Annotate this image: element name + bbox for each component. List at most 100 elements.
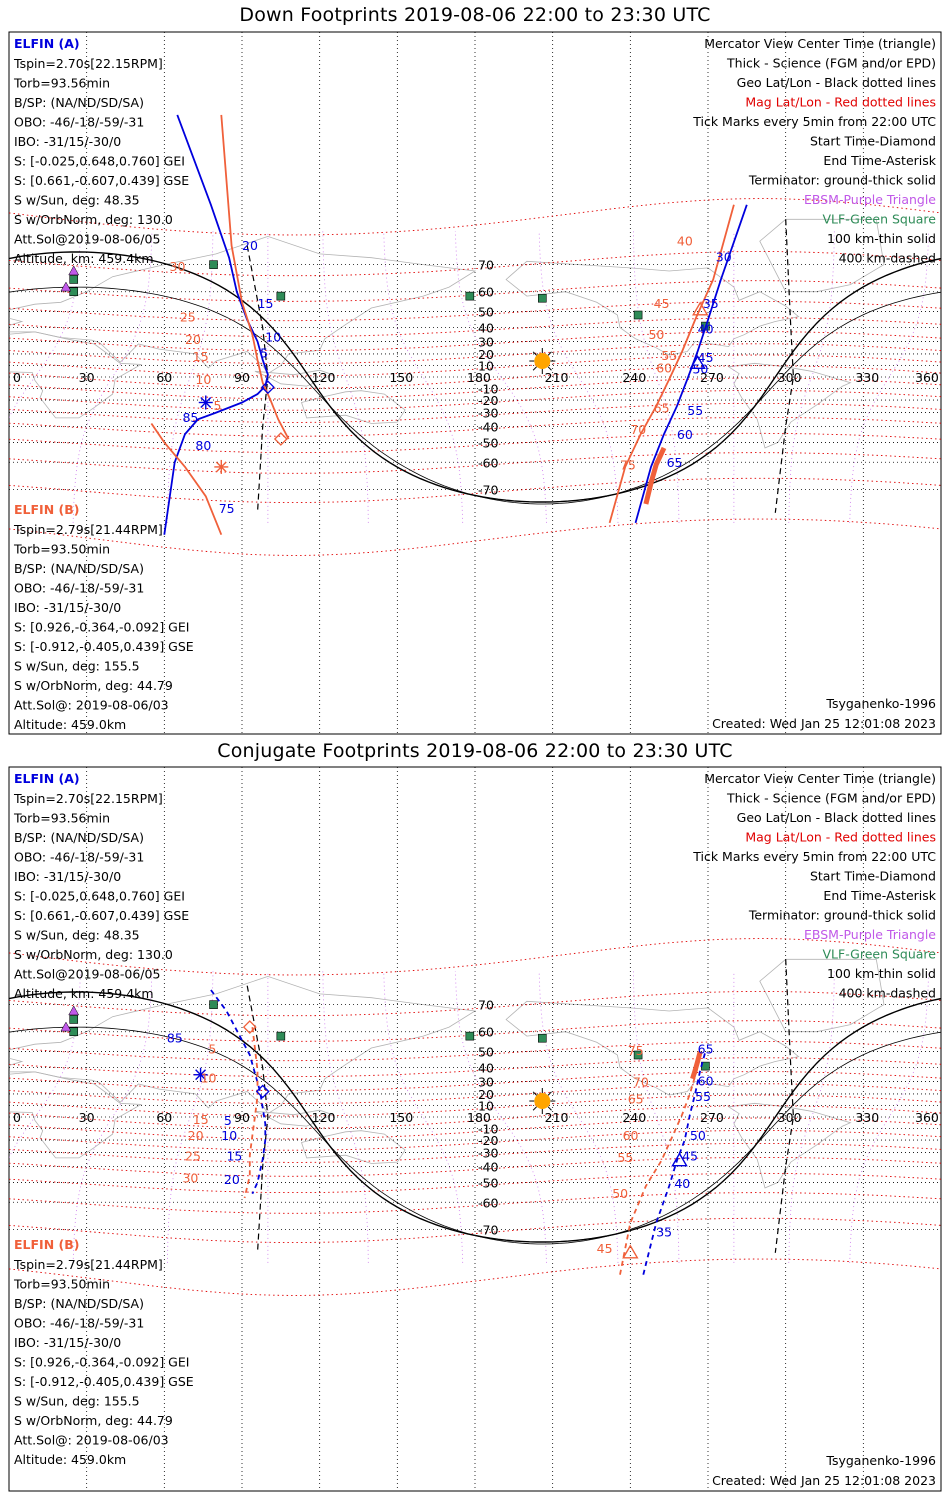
x-tick-label: 300	[778, 370, 802, 385]
elfin-b-info-line: Tspin=2.79s[21.44RPM]	[13, 522, 163, 537]
track-minute-label: 15	[258, 296, 274, 311]
track-minute-label: 25	[185, 1149, 201, 1164]
elfin-a-info-line: Att.Sol@2019-08-06/05	[14, 232, 160, 247]
elfin-b-track	[608, 204, 735, 524]
y-tick-label: 30	[478, 334, 494, 349]
y-tick-label: -40	[478, 419, 498, 434]
elfin-b-track	[243, 1026, 259, 1199]
elfin-a-track	[634, 204, 748, 524]
terminator-400km-right	[774, 219, 795, 513]
mag-grid	[9, 938, 941, 1296]
model-name: Tsyganenko-1996	[825, 1453, 936, 1468]
elfin-b-info-line: Torb=93.50min	[13, 542, 110, 557]
track-minute-label: 75	[219, 501, 235, 516]
track-minute-label: 10	[221, 1128, 237, 1143]
x-tick-label: 150	[389, 370, 413, 385]
landmass-2	[9, 1071, 143, 1159]
legend-entry: Mercator View Center Time (triangle)	[704, 771, 936, 786]
landmass-5	[727, 1102, 852, 1189]
y-tick-label: -60	[478, 455, 498, 470]
start-diamond-marker	[242, 1020, 257, 1034]
y-tick-label: 20	[478, 347, 494, 362]
track-minute-label: 60	[698, 1073, 714, 1088]
sun-disc	[534, 353, 551, 370]
mag-meridian	[9, 971, 81, 1159]
sun-icon	[529, 1088, 556, 1115]
landmass-7	[254, 1109, 334, 1127]
legend-entry: 100 km-thin solid	[827, 231, 936, 246]
y-tick-label: 10	[478, 359, 494, 374]
terminator-400km-right	[774, 959, 795, 1253]
sun-icon	[529, 348, 556, 375]
elfin-a-track	[210, 989, 267, 1195]
asterisk-stroke	[215, 461, 227, 473]
vlf-station-square	[69, 287, 79, 297]
x-tick-label: 240	[622, 1110, 646, 1125]
legend-entry: Mag Lat/Lon - Red dotted lines	[745, 95, 936, 110]
track-minute-label: 45	[597, 1241, 613, 1256]
track-minute-label: 65	[667, 455, 683, 470]
x-tick-label: 180	[467, 1110, 491, 1125]
track-minute-label: 15	[226, 1149, 242, 1164]
track-minute-label: 40	[674, 1176, 690, 1191]
x-tick-label: 360	[915, 1110, 939, 1125]
geo-grid	[9, 767, 941, 1491]
y-tick-label: 20	[478, 1087, 494, 1102]
track-minute-label: 10	[265, 329, 281, 344]
end-asterisk-marker	[198, 395, 213, 410]
vlf-station-square	[69, 1015, 79, 1024]
track-minute-label: 25	[180, 310, 196, 325]
vlf-station-square	[209, 1000, 218, 1009]
legend-entry: Thick - Science (FGM and/or EPD)	[726, 791, 936, 806]
vlf-station-square	[69, 275, 79, 284]
y-tick-label: -60	[478, 1195, 498, 1210]
elfin-b-info-line: S w/OrbNorm, deg: 44.79	[14, 678, 173, 693]
elfin-b-info-line: Tspin=2.79s[21.44RPM]	[13, 1257, 163, 1272]
map-plot-area: 8551015206560555045403551015202530757065…	[9, 767, 941, 1491]
map-plot-area: 2015105303540455055606585807530252015105…	[9, 32, 941, 734]
track-minute-label: 30	[716, 249, 732, 264]
x-tick-label: 330	[855, 370, 879, 385]
vlf-station-square	[538, 293, 547, 303]
y-tick-label: 60	[478, 285, 494, 300]
track-minute-label: 10	[201, 1071, 217, 1086]
track-minute-label: 60	[623, 1128, 639, 1143]
end-asterisk-marker	[214, 459, 229, 474]
mag-meridians	[9, 971, 930, 1263]
elfin-b-info-line: OBO: -46/-18/-59/-31	[14, 1316, 144, 1331]
elfin-b-info-line: Altitude: 459.0km	[14, 717, 126, 732]
start-diamond-marker	[255, 1084, 270, 1099]
center-triangle-marker	[689, 354, 706, 370]
center-triangle-marker	[671, 1152, 688, 1167]
track-minute-label: 15	[193, 349, 209, 364]
asterisk-stroke	[200, 397, 212, 408]
vlf-station-square	[465, 1031, 475, 1041]
elfin-a-info: ELFIN (A) Tspin=2.70s[22.15RPM] Torb=93.56…	[13, 36, 189, 266]
elfin-b-info-line: S: [0.926,-0.364,-0.092] GEI	[14, 620, 189, 635]
legend-entry: Start Time-Diamond	[810, 134, 936, 149]
track-minute-label: 5	[214, 398, 222, 413]
landmass-1	[9, 975, 477, 1115]
landmass-3	[300, 390, 406, 424]
elfin-a-info-line: S w/Sun, deg: 48.35	[14, 193, 140, 208]
track-minute-label: 40	[698, 321, 714, 336]
x-tick-label: 270	[700, 1110, 724, 1125]
legend-entry: Mag Lat/Lon - Red dotted lines	[745, 830, 936, 845]
geo-grid	[9, 32, 941, 734]
track-minute-label: 45	[698, 350, 714, 365]
vlf-station-square	[276, 1031, 286, 1041]
sun-ray	[547, 1106, 552, 1111]
y-tick-label: 50	[478, 1045, 494, 1060]
landmass-5	[727, 362, 852, 449]
mag-meridian	[454, 971, 547, 1263]
elfin-a-info-line: S w/OrbNorm, deg: 130.0	[14, 947, 173, 962]
x-tick-label: 150	[389, 1110, 413, 1125]
elfin-a-info-line: IBO: -31/15/-30/0	[14, 869, 121, 884]
track-minute-label: 45	[682, 1149, 698, 1164]
track-minute-label: 20	[242, 238, 258, 253]
elfin-a-info-line: S: [0.661,-0.607,0.439] GSE	[14, 173, 189, 188]
legend-entry: Terminator: ground-thick solid	[748, 908, 936, 923]
legend-entry: Thick - Science (FGM and/or EPD)	[726, 56, 936, 71]
elfin-b-info-line: B/SP: (NA/ND/SD/SA)	[14, 561, 144, 576]
vlf-station-square	[538, 1033, 547, 1043]
